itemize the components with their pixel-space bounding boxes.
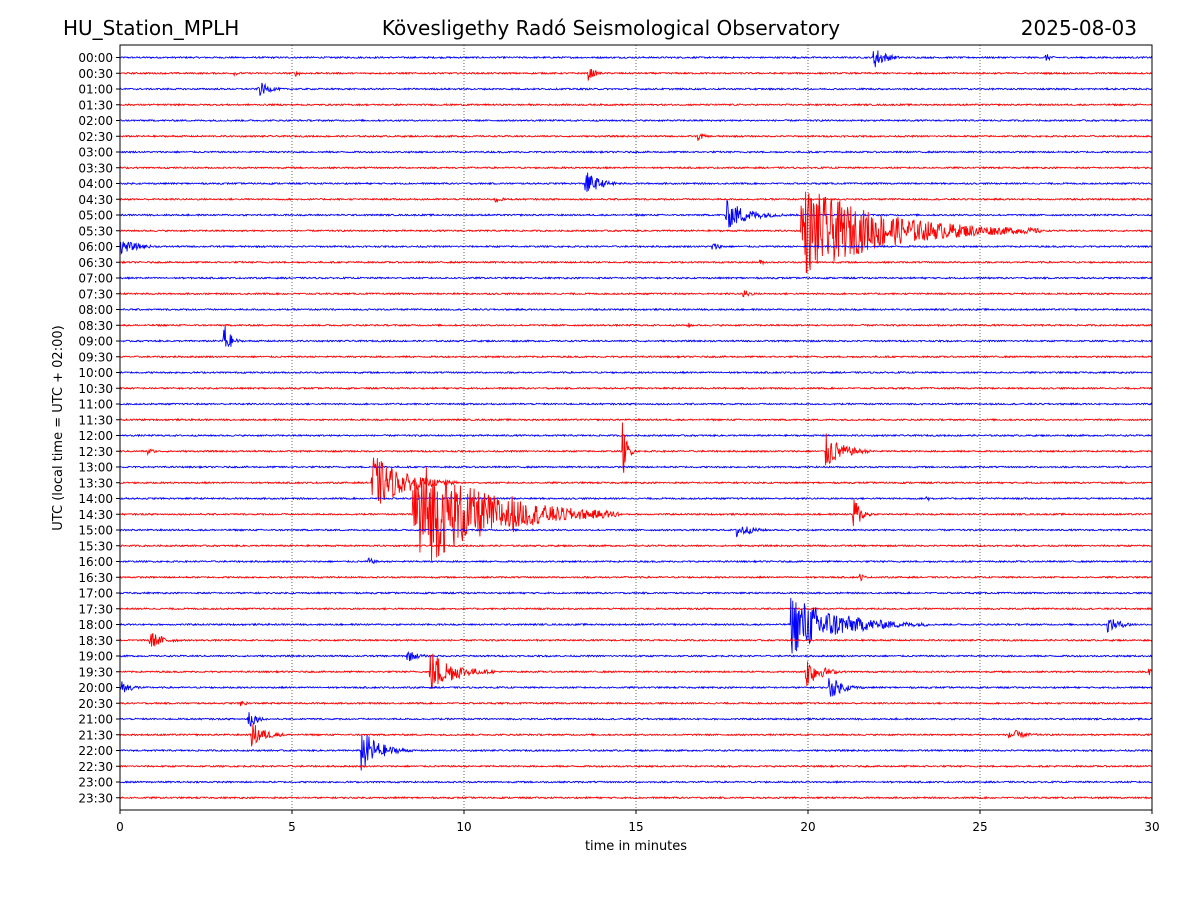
row-label-0800: 08:00 [78,303,113,317]
row-label-1030: 10:30 [78,382,113,396]
x-tick-group: 0 5 10 15 20 25 30 [116,810,1160,834]
row-label-1700: 17:00 [78,587,113,601]
trace-2300 [120,780,1152,784]
row-label-0900: 09:00 [78,335,113,349]
row-label-0630: 06:30 [78,256,113,270]
station-title: HU_Station_MPLH [63,16,239,40]
x-axis-label: time in minutes [585,839,687,854]
x-tick-label-0: 0 [116,820,124,834]
row-label-0500: 05:00 [78,209,113,223]
trace-0500 [120,199,1152,228]
row-label-2100: 21:00 [78,713,113,727]
row-label-0430: 04:30 [78,193,113,207]
row-label-0700: 07:00 [78,272,113,286]
trace-1700 [120,591,1152,595]
trace-1230 [120,422,1152,473]
row-label-0300: 03:00 [78,146,113,160]
trace-1900 [120,651,1152,662]
trace-2100 [120,712,1152,728]
trace-1100 [120,402,1152,406]
row-label-1930: 19:30 [78,665,113,679]
row-label-1230: 12:30 [78,445,113,459]
row-label-1630: 16:30 [78,571,113,585]
row-label-1330: 13:30 [78,476,113,490]
trace-0830 [120,322,1152,329]
x-tick-label-10: 10 [456,820,471,834]
row-label-0330: 03:30 [78,161,113,175]
trace-0900 [120,326,1152,348]
row-label-0400: 04:00 [78,177,113,191]
x-tick-label-20: 20 [800,820,815,834]
row-label-1730: 17:30 [78,602,113,616]
y-axis-label: UTC (local time = UTC + 02:00) [51,325,66,530]
row-label-0030: 00:30 [78,67,113,81]
trace-1300 [120,465,1152,469]
x-tick-label-25: 25 [972,820,987,834]
x-tick-label-15: 15 [628,820,643,834]
row-label-1430: 14:30 [78,508,113,522]
trace-1630 [120,573,1152,582]
row-label-0230: 02:30 [78,130,113,144]
row-label-2030: 20:30 [78,697,113,711]
trace-group [120,50,1152,800]
row-label-2330: 23:30 [78,791,113,805]
row-label-1100: 11:00 [78,398,113,412]
row-label-1000: 10:00 [78,366,113,380]
trace-0100 [120,82,1152,96]
row-label-0530: 05:30 [78,224,113,238]
row-label-1600: 16:00 [78,555,113,569]
row-label-0000: 00:00 [78,51,113,65]
row-label-0730: 07:30 [78,287,113,301]
row-label-0600: 06:00 [78,240,113,254]
row-label-0200: 02:00 [78,114,113,128]
row-label-1130: 11:30 [78,413,113,427]
row-label-0830: 08:30 [78,319,113,333]
row-label-0130: 01:30 [78,98,113,112]
row-label-1530: 15:30 [78,539,113,553]
trace-1530 [120,543,1152,548]
trace-0630 [120,259,1152,266]
x-tick-label-5: 5 [288,820,296,834]
row-label-0930: 09:30 [78,350,113,364]
trace-0700 [120,276,1152,280]
row-label-1200: 12:00 [78,429,113,443]
row-label-2200: 22:00 [78,744,113,758]
row-label-1300: 13:00 [78,461,113,475]
row-label-1500: 15:00 [78,524,113,538]
row-label-2130: 21:30 [78,728,113,742]
row-label-1800: 18:00 [78,618,113,632]
row-label-1400: 14:00 [78,492,113,506]
row-label-1830: 18:30 [78,634,113,648]
trace-1500 [120,526,1152,538]
row-label-0100: 01:00 [78,83,113,97]
chart-title: Kövesligethy Radó Seismological Observat… [382,16,840,40]
row-label-2000: 20:00 [78,681,113,695]
row-label-2230: 22:30 [78,760,113,774]
trace-1730 [120,606,1152,611]
trace-0300 [120,150,1152,154]
trace-0930 [120,354,1152,359]
row-label-1900: 19:00 [78,650,113,664]
date-title: 2025-08-03 [1021,16,1137,40]
x-tick-label-30: 30 [1144,820,1159,834]
row-label-2300: 23:00 [78,776,113,790]
